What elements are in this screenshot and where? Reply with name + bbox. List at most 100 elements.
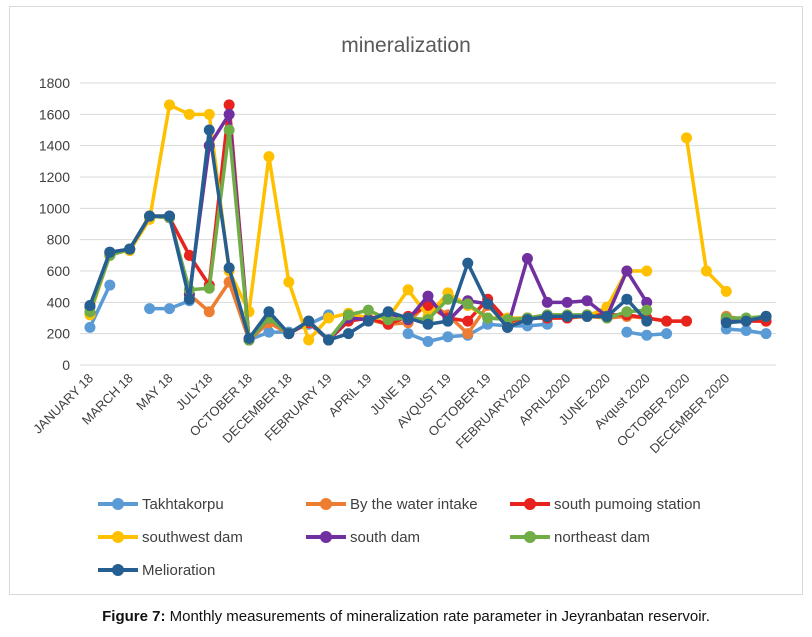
- data-point: [223, 124, 235, 136]
- chart-title: mineralization: [341, 34, 471, 57]
- legend: Takhtakorpu By the water intake south pumo…: [98, 496, 701, 579]
- y-tick-label: 1800: [39, 75, 70, 91]
- legend-label: Melioration: [142, 562, 215, 579]
- data-point: [362, 304, 374, 316]
- data-point: [243, 332, 255, 344]
- x-tick-label: DECEMBER 18: [219, 371, 294, 446]
- data-point: [422, 290, 434, 302]
- data-point: [621, 265, 633, 277]
- data-point: [362, 315, 374, 327]
- y-tick-label: 0: [62, 357, 70, 373]
- legend-label: northeast dam: [554, 529, 650, 546]
- x-tick-label: JANUARY 18: [30, 371, 96, 437]
- legend-label: south dam: [350, 529, 420, 546]
- data-point: [303, 315, 315, 327]
- data-point: [521, 252, 533, 264]
- data-point: [661, 315, 673, 327]
- data-point: [720, 317, 732, 329]
- legend-marker: [112, 531, 124, 543]
- figure-caption: Figure 7: Monthly measurements of minera…: [0, 608, 812, 625]
- data-point: [462, 328, 474, 340]
- legend-marker: [112, 498, 124, 510]
- data-point: [760, 310, 772, 322]
- data-point: [203, 282, 215, 294]
- x-tick-label: APRiL 19: [325, 371, 374, 420]
- data-point: [422, 318, 434, 330]
- data-point: [223, 262, 235, 274]
- data-point: [641, 304, 653, 316]
- data-point: [482, 312, 494, 324]
- y-tick-label: 1000: [39, 200, 70, 216]
- data-point: [681, 132, 693, 144]
- caption-text: Monthly measurements of mineralization r…: [165, 608, 710, 625]
- series-south-pumoing-station: [84, 99, 772, 346]
- data-point: [442, 331, 454, 343]
- data-point: [402, 312, 414, 324]
- data-point: [621, 326, 633, 338]
- data-point: [144, 303, 156, 315]
- data-point: [521, 314, 533, 326]
- data-point: [700, 265, 712, 277]
- y-tick-label: 1600: [39, 106, 70, 122]
- data-point: [183, 108, 195, 120]
- series-layer: [84, 99, 772, 347]
- data-point: [661, 328, 673, 340]
- legend-item: Melioration: [98, 562, 215, 579]
- data-point: [760, 328, 772, 340]
- data-point: [84, 299, 96, 311]
- legend-item: south pumoing station: [510, 496, 701, 513]
- data-point: [223, 99, 235, 111]
- data-point: [382, 306, 394, 318]
- data-point: [402, 284, 414, 296]
- data-point: [104, 279, 116, 291]
- data-point: [323, 334, 335, 346]
- legend-marker: [320, 498, 332, 510]
- data-point: [203, 124, 215, 136]
- data-point: [263, 151, 275, 163]
- data-point: [442, 293, 454, 305]
- data-point: [422, 336, 434, 347]
- data-point: [641, 329, 653, 341]
- legend-label: south pumoing station: [554, 496, 701, 513]
- data-point: [740, 325, 752, 337]
- data-point: [561, 310, 573, 322]
- data-point: [740, 315, 752, 327]
- data-point: [482, 298, 494, 310]
- legend-item: northeast dam: [510, 529, 650, 546]
- chart-frame: mineralization 0 200 400 600 800 1000 1200 1400…: [9, 6, 803, 595]
- data-point: [541, 296, 553, 308]
- line-chart: mineralization 0 200 400 600 800 1000 1200 1400…: [30, 34, 776, 579]
- y-tick-label: 800: [47, 232, 71, 248]
- data-point: [581, 310, 593, 322]
- data-point: [601, 310, 613, 322]
- data-point: [462, 315, 474, 327]
- legend-item: Takhtakorpu: [98, 496, 224, 513]
- data-point: [283, 328, 295, 340]
- y-tick-label: 200: [47, 326, 71, 342]
- legend-item: south dam: [306, 529, 420, 546]
- legend-marker: [524, 498, 536, 510]
- data-point: [462, 298, 474, 310]
- data-point: [581, 295, 593, 307]
- data-point: [641, 265, 653, 277]
- y-tick-label: 400: [47, 294, 71, 310]
- data-point: [223, 108, 235, 120]
- y-tick-label: 600: [47, 263, 71, 279]
- data-point: [541, 310, 553, 322]
- series-line: [88, 284, 112, 329]
- data-point: [561, 296, 573, 308]
- legend-item: southwest dam: [98, 529, 243, 546]
- data-point: [203, 108, 215, 120]
- data-point: [124, 243, 136, 255]
- data-point: [303, 334, 315, 346]
- legend-label: southwest dam: [142, 529, 243, 546]
- y-axis: 0 200 400 600 800 1000 1200 1400 1600 1800: [39, 75, 70, 373]
- data-point: [183, 293, 195, 305]
- series-melioration: [84, 124, 772, 346]
- legend-marker: [524, 531, 536, 543]
- data-point: [163, 210, 175, 222]
- data-point: [402, 328, 414, 340]
- data-point: [382, 314, 394, 326]
- data-point: [342, 309, 354, 321]
